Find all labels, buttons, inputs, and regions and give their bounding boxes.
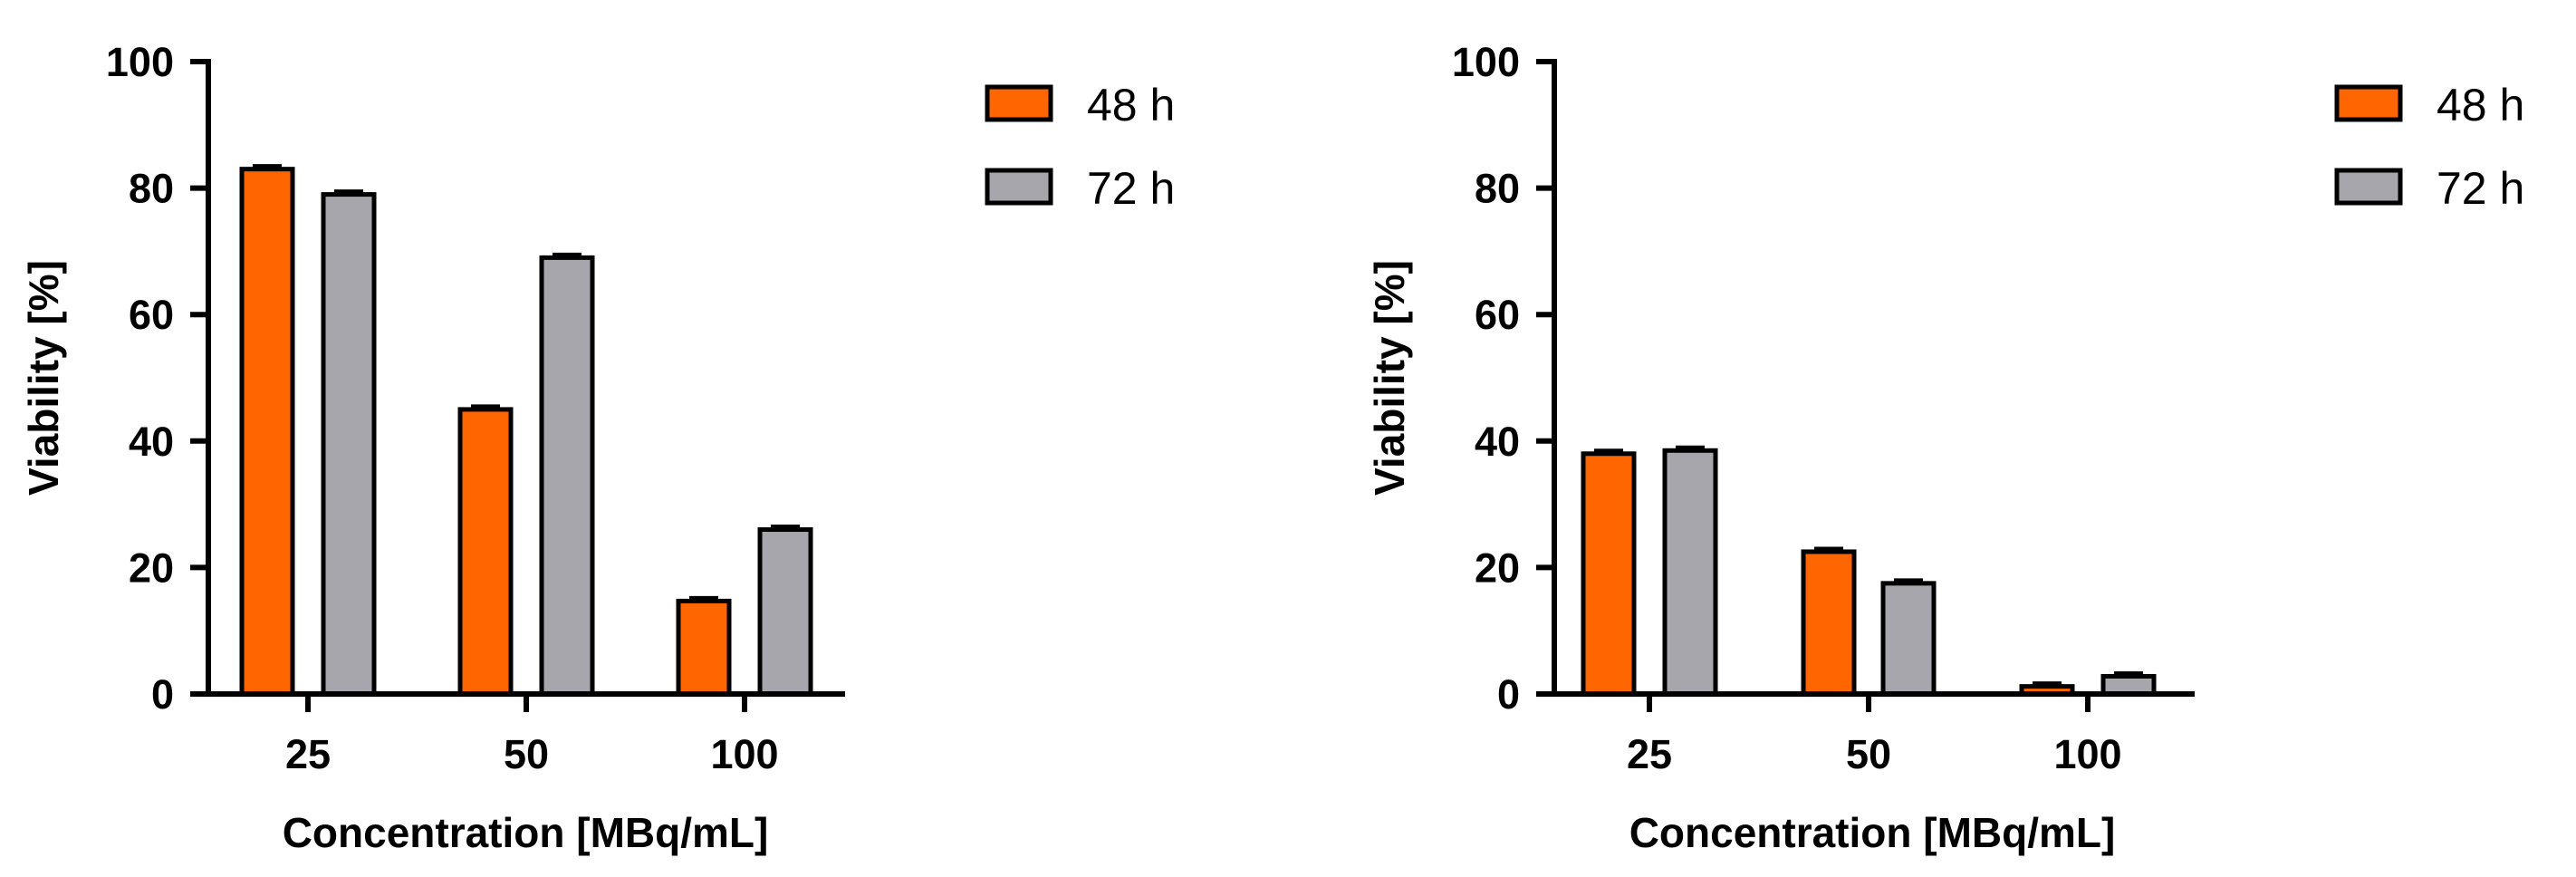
chart-panel-left: Viability [%] Concentration [MBq/mL] 0 2… xyxy=(20,39,1175,856)
y-axis-ticks: 0 20 40 60 80 100 xyxy=(1452,39,1554,718)
legend: 48 h 72 h xyxy=(985,80,1175,214)
chart-panel-right: Viability [%] Concentration [MBq/mL] 0 2… xyxy=(1366,39,2524,856)
y-axis-ticks: 0 20 40 60 80 100 xyxy=(106,39,208,718)
y-tick-label: 60 xyxy=(129,292,174,338)
x-axis-title: Concentration [MBq/mL] xyxy=(283,809,769,856)
legend-label-72h: 72 h xyxy=(2437,163,2524,214)
legend-label-48h: 48 h xyxy=(1087,80,1175,130)
x-tick-label: 50 xyxy=(504,731,549,777)
y-axis-title: Viability [%] xyxy=(1366,260,1413,496)
bar-72h-50 xyxy=(1880,581,1937,697)
y-tick-label: 0 xyxy=(1497,671,1520,718)
y-tick-label: 20 xyxy=(1475,545,1520,591)
y-tick-label: 80 xyxy=(129,166,174,212)
legend-label-48h: 48 h xyxy=(2437,80,2524,130)
y-tick-label: 80 xyxy=(1475,166,1520,212)
bars xyxy=(1581,445,2157,697)
y-axis-title: Viability [%] xyxy=(20,260,67,496)
legend: 48 h 72 h xyxy=(2334,80,2524,214)
bar-48h-100 xyxy=(676,598,732,697)
y-tick-label: 100 xyxy=(1452,39,1520,85)
x-tick-label: 25 xyxy=(285,731,331,777)
y-tick-label: 20 xyxy=(129,545,174,591)
bar-72h-25 xyxy=(1662,448,1718,697)
bar-48h-25 xyxy=(1581,451,1637,697)
bar-72h-50 xyxy=(539,255,595,697)
legend-swatch-72h xyxy=(985,168,1053,206)
legend-swatch-48h xyxy=(985,84,1053,122)
bar-48h-50 xyxy=(1801,549,1857,697)
bar-48h-25 xyxy=(239,167,295,697)
x-tick-label: 100 xyxy=(2053,731,2121,777)
y-tick-label: 60 xyxy=(1475,292,1520,338)
bars xyxy=(239,164,813,697)
y-tick-label: 0 xyxy=(151,671,174,718)
bar-72h-100 xyxy=(757,527,813,697)
y-tick-label: 40 xyxy=(129,419,174,465)
x-tick-label: 50 xyxy=(1846,731,1891,777)
legend-swatch-48h xyxy=(2334,84,2403,122)
x-axis-title: Concentration [MBq/mL] xyxy=(1629,809,2116,856)
legend-label-72h: 72 h xyxy=(1087,163,1175,214)
legend-swatch-72h xyxy=(2334,168,2403,206)
bar-72h-25 xyxy=(321,192,377,697)
y-tick-label: 40 xyxy=(1475,419,1520,465)
x-axis-ticks: 25 50 100 xyxy=(1627,694,2122,777)
x-tick-label: 100 xyxy=(710,731,778,777)
y-tick-label: 100 xyxy=(106,39,174,85)
x-tick-label: 25 xyxy=(1627,731,1672,777)
bar-48h-50 xyxy=(457,407,514,697)
x-axis-ticks: 25 50 100 xyxy=(285,694,779,777)
